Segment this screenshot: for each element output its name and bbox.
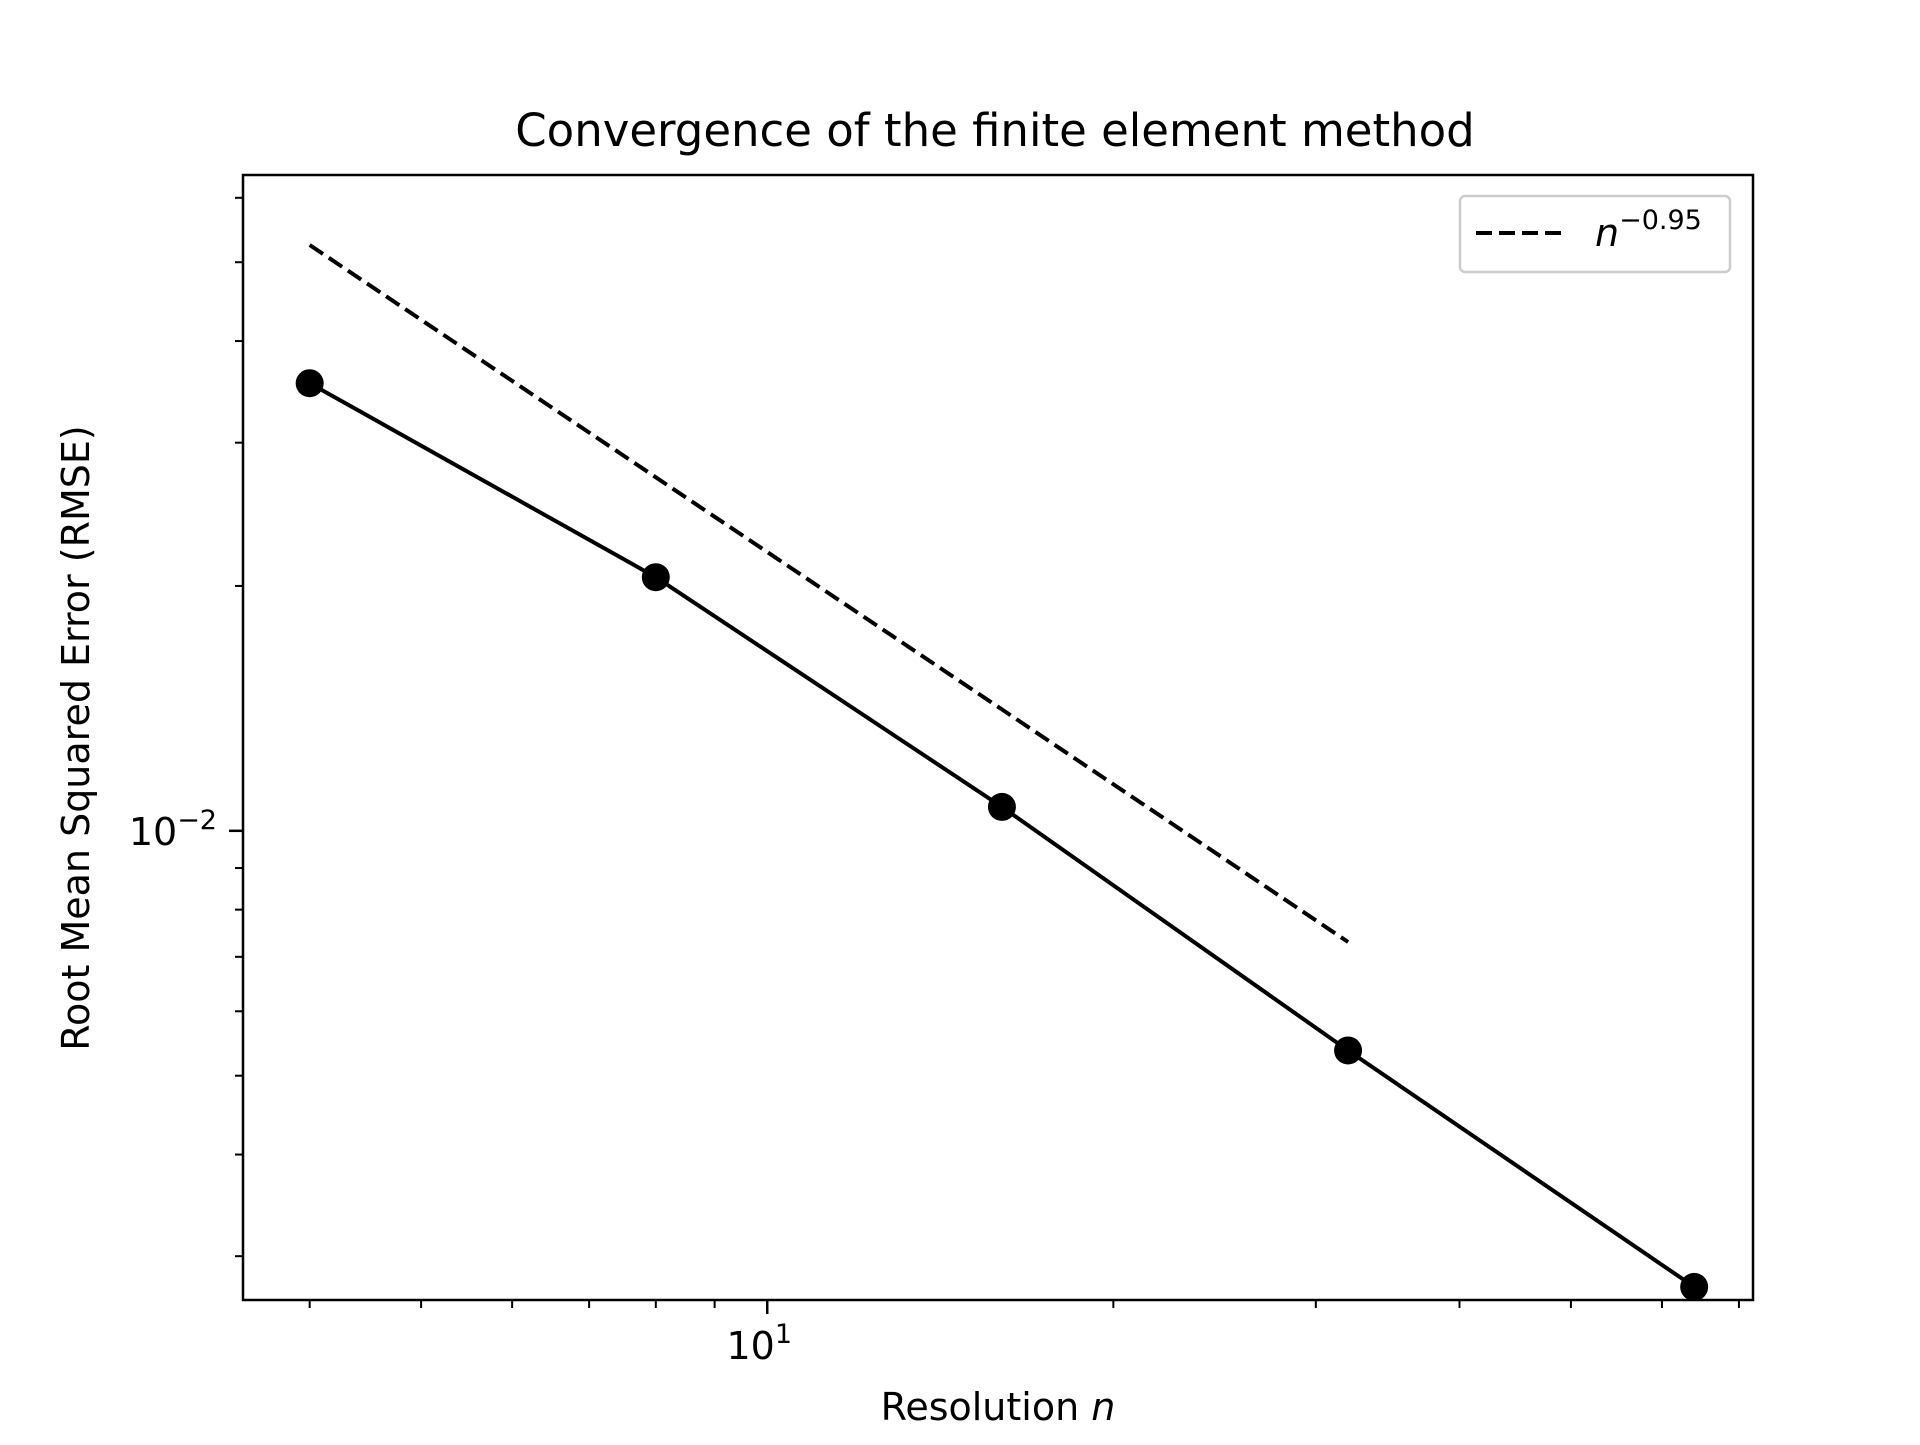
x-tick-label-exponent: 1 <box>775 1319 792 1350</box>
rmse-data-point <box>295 369 324 398</box>
rmse-data-point <box>987 792 1016 821</box>
x-tick-label: 101 <box>726 1319 792 1368</box>
x-tick-label-base: 10 <box>726 1324 774 1368</box>
y-tick-label-base: 10 <box>129 810 177 854</box>
legend-label-base: n <box>1595 211 1619 255</box>
series-layer <box>295 243 1709 1301</box>
chart-title: Convergence of the finite element method <box>515 104 1474 157</box>
rmse-data-point <box>641 563 670 592</box>
legend: n−0.95 <box>1458 194 1732 274</box>
y-tick-label: 10−2 <box>129 805 217 854</box>
legend-label-exponent: −0.95 <box>1619 205 1702 236</box>
x-axis-label: Resolution n <box>881 1385 1116 1429</box>
rmse-data-point <box>1334 1036 1363 1065</box>
x-axis-label-variable: n <box>1091 1385 1115 1429</box>
legend-label: n−0.95 <box>1595 205 1702 255</box>
legend-box <box>1458 194 1732 274</box>
reference-slope-line <box>308 243 1350 944</box>
y-axis-label: Root Mean Squared Error (RMSE) <box>54 425 98 1050</box>
y-tick-label-exponent: −2 <box>177 805 217 836</box>
rmse-data-point <box>1680 1272 1709 1301</box>
plot-frame <box>241 173 1755 1302</box>
x-axis-label-text: Resolution <box>881 1385 1092 1429</box>
